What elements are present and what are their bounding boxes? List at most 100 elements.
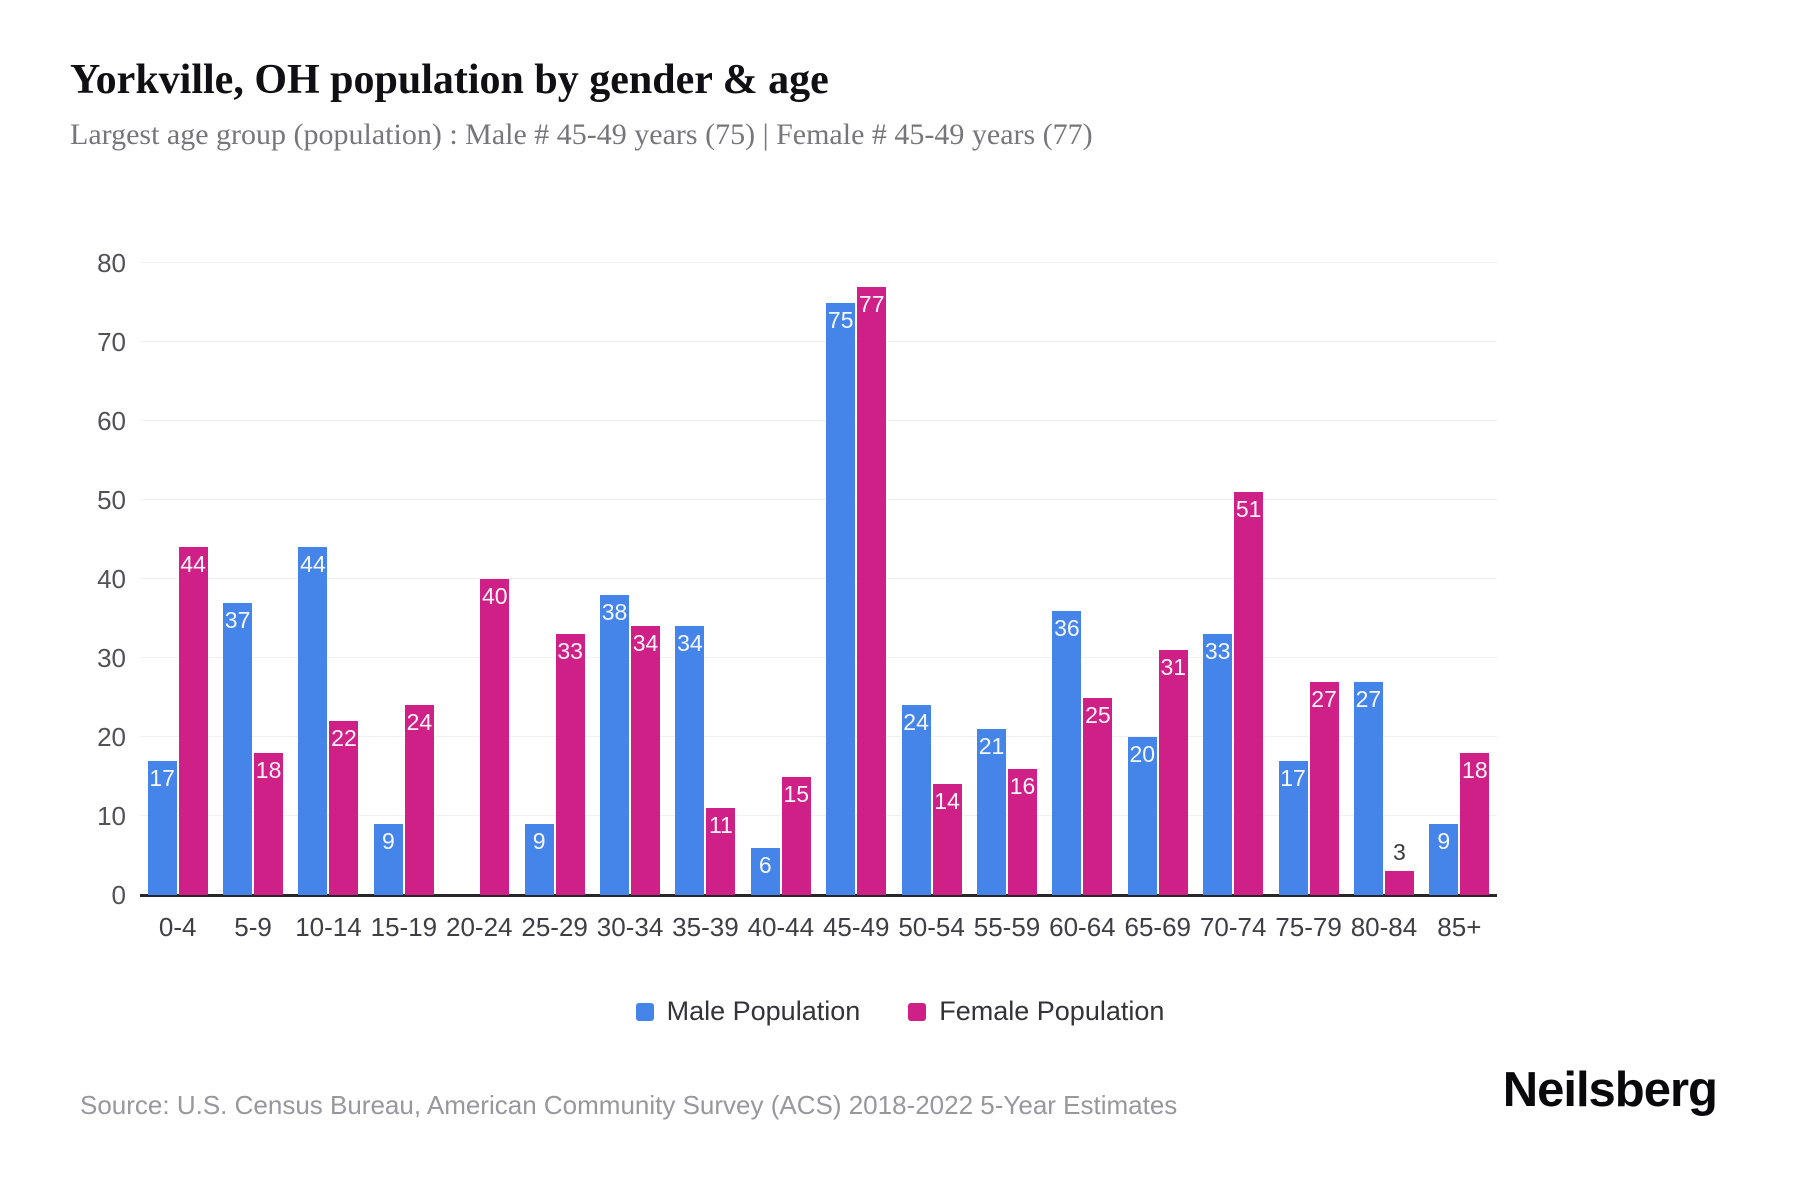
x-tick-label-45-49: 45-49 xyxy=(822,912,890,942)
bar-male-75-79[interactable]: 17 xyxy=(1278,760,1308,895)
bar-group-75-79: 17 27 xyxy=(1271,263,1346,895)
x-tick-label-60-64: 60-64 xyxy=(1049,912,1116,942)
x-tick-label-20-24: 20-24 xyxy=(446,912,513,942)
bar-value-label: 15 xyxy=(783,780,810,807)
bar-value-label: 31 xyxy=(1160,654,1187,681)
bar-value-label: 24 xyxy=(406,709,433,736)
bar-female-45-49[interactable]: 77 xyxy=(857,286,887,895)
bar-value-label: 9 xyxy=(1437,827,1451,854)
bar-group-60-64: 36 25 xyxy=(1045,263,1120,895)
bar-female-55-59[interactable]: 16 xyxy=(1007,768,1037,895)
gridline-50 xyxy=(140,499,1497,500)
bar-value-label: 20 xyxy=(1129,741,1156,767)
bar-male-15-19[interactable]: 9 xyxy=(373,823,403,895)
x-tick-label-0-4: 0-4 xyxy=(158,912,197,942)
bar-group-80-84: 27 3 xyxy=(1346,263,1421,895)
bar-male-30-34[interactable]: 38 xyxy=(600,594,630,895)
x-tick-label-15-19: 15-19 xyxy=(370,912,438,942)
bar-male-65-69[interactable]: 20 xyxy=(1127,737,1157,895)
x-tick-label-85+: 85+ xyxy=(1437,912,1482,942)
bar-group-65-69: 20 31 xyxy=(1120,263,1195,895)
legend-label: Female Population xyxy=(939,996,1165,1026)
y-tick-label-80: 80 xyxy=(97,248,126,278)
bar-value-label: 17 xyxy=(149,764,175,791)
bar-female-85+[interactable]: 18 xyxy=(1460,752,1490,895)
bar-male-70-74[interactable]: 33 xyxy=(1203,634,1233,895)
gridline-10 xyxy=(140,815,1497,816)
bar-male-5-9[interactable]: 37 xyxy=(223,602,253,895)
x-axis-line xyxy=(140,894,1497,897)
chart-legend: Male Population Female Population xyxy=(0,996,1800,1027)
bar-value-label: 77 xyxy=(858,290,885,317)
brand-logo: Neilsberg xyxy=(1502,1063,1718,1117)
bar-value-label: 33 xyxy=(1204,638,1231,665)
x-tick-label-50-54: 50-54 xyxy=(898,912,965,942)
bar-female-0-4[interactable]: 44 xyxy=(178,547,208,895)
bar-female-5-9[interactable]: 18 xyxy=(254,752,284,895)
bar-female-40-44[interactable]: 15 xyxy=(781,776,811,895)
x-tick-label-5-9: 5-9 xyxy=(234,912,272,942)
bar-value-label: 9 xyxy=(381,827,395,854)
x-tick-label-65-69: 65-69 xyxy=(1124,912,1192,942)
bar-value-label: 9 xyxy=(532,827,546,854)
bar-female-10-14[interactable]: 22 xyxy=(329,721,359,895)
bar-group-70-74: 33 51 xyxy=(1195,263,1270,895)
x-tick-label-75-79: 75-79 xyxy=(1275,912,1342,942)
bar-male-40-44[interactable]: 6 xyxy=(750,847,780,895)
bar-group-50-54: 24 14 xyxy=(894,263,969,895)
y-tick-label-0: 0 xyxy=(111,880,126,910)
bar-value-label: 33 xyxy=(557,638,583,665)
bar-group-15-19: 9 24 xyxy=(366,263,441,895)
bar-male-85+[interactable]: 9 xyxy=(1429,823,1459,895)
bar-female-80-84[interactable]: 3 xyxy=(1384,839,1414,895)
gridline-60 xyxy=(140,420,1497,421)
bar-female-20-24[interactable]: 40 xyxy=(480,579,510,895)
y-tick-label-40: 40 xyxy=(97,564,126,594)
x-tick-label-30-34: 30-34 xyxy=(596,912,664,942)
bar-value-label: 18 xyxy=(255,756,282,783)
bar-male-35-39[interactable]: 34 xyxy=(675,626,705,895)
bar-male-50-54[interactable]: 24 xyxy=(901,705,931,895)
bar-female-50-54[interactable]: 14 xyxy=(932,784,962,895)
bar-value-label: 18 xyxy=(1462,756,1488,783)
bar-male-25-29[interactable]: 9 xyxy=(524,823,554,895)
x-axis-labels: 0-4 5-9 10-14 15-19 20-24 25-29 30-34 35-39 40-4… xyxy=(140,912,1497,943)
y-tick-label-50: 50 xyxy=(97,485,126,515)
chart-subtitle: Largest age group (population) : Male # … xyxy=(70,118,1093,151)
bar-group-85+: 9 18 xyxy=(1422,263,1497,895)
bar-female-35-39[interactable]: 11 xyxy=(706,808,736,895)
x-tick-label-70-74: 70-74 xyxy=(1199,912,1267,942)
gridline-80 xyxy=(140,262,1497,263)
bar-group-35-39: 34 11 xyxy=(668,263,743,895)
bar-value-label: 27 xyxy=(1311,685,1337,712)
legend-item-male[interactable]: Male Population xyxy=(635,996,860,1027)
bar-group-45-49: 75 77 xyxy=(819,263,894,895)
x-tick-label-55-59: 55-59 xyxy=(973,912,1041,942)
bar-female-15-19[interactable]: 24 xyxy=(404,705,434,895)
bar-male-60-64[interactable]: 36 xyxy=(1052,610,1082,895)
bar-male-10-14[interactable]: 44 xyxy=(298,547,328,895)
bar-male-55-59[interactable]: 21 xyxy=(976,729,1006,895)
bar-value-label: 11 xyxy=(708,812,733,839)
bar-female-75-79[interactable]: 27 xyxy=(1309,681,1339,895)
bar-value-label: 3 xyxy=(1393,839,1406,866)
bar-male-45-49[interactable]: 75 xyxy=(826,302,856,895)
y-tick-label-10: 10 xyxy=(97,801,126,831)
legend-item-female[interactable]: Female Population xyxy=(908,996,1164,1027)
bar-male-80-84[interactable]: 27 xyxy=(1353,681,1383,895)
bar-female-65-69[interactable]: 31 xyxy=(1158,650,1188,895)
chart-title: Yorkville, OH population by gender & age xyxy=(70,57,829,103)
bar-value-label: 24 xyxy=(903,709,929,736)
bar-female-60-64[interactable]: 25 xyxy=(1083,697,1113,895)
bar-value-label: 34 xyxy=(677,630,703,657)
y-tick-label-70: 70 xyxy=(97,327,126,357)
y-tick-label-30: 30 xyxy=(97,643,126,673)
bar-female-70-74[interactable]: 51 xyxy=(1234,492,1264,895)
x-tick-label-80-84: 80-84 xyxy=(1350,912,1418,942)
bar-value-label: 34 xyxy=(632,630,659,657)
bar-female-30-34[interactable]: 34 xyxy=(631,626,661,895)
bar-female-25-29[interactable]: 33 xyxy=(555,634,585,895)
bar-value-label: 27 xyxy=(1355,685,1382,712)
bar-male-0-4[interactable]: 17 xyxy=(147,760,177,895)
bar-group-25-29: 9 33 xyxy=(517,263,592,895)
